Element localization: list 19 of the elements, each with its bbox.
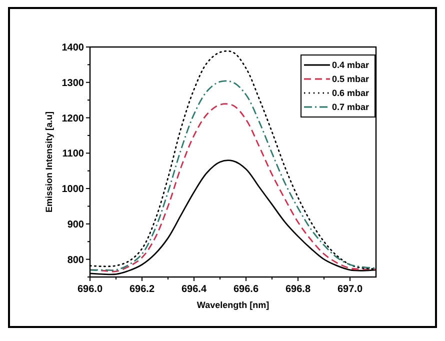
legend-label: 0.5 mbar [332, 74, 370, 84]
y-tick-label: 1400 [62, 42, 84, 54]
x-tick-label: 696.8 [285, 284, 311, 295]
x-tick-label: 697.0 [337, 284, 363, 295]
legend-label: 0.4 mbar [332, 60, 370, 70]
legend-label: 0.6 mbar [332, 88, 370, 98]
y-tick-label: 1300 [62, 78, 84, 89]
x-axis-title: Wavelength [nm] [196, 300, 270, 310]
x-tick-label: 696.2 [129, 284, 155, 295]
x-tick-label: 696.0 [77, 284, 103, 295]
y-tick-label: 800 [67, 254, 84, 266]
y-tick-label: 1000 [62, 184, 84, 196]
y-tick-label: 900 [67, 219, 84, 230]
x-tick-label: 696.4 [181, 284, 207, 295]
y-axis-title: Emission Intensity [a.u] [44, 111, 54, 213]
y-tick-label: 1100 [62, 148, 84, 160]
y-tick-label: 1200 [62, 113, 84, 124]
legend-label: 0.7 mbar [332, 102, 370, 112]
x-tick-label: 696.6 [233, 284, 259, 295]
